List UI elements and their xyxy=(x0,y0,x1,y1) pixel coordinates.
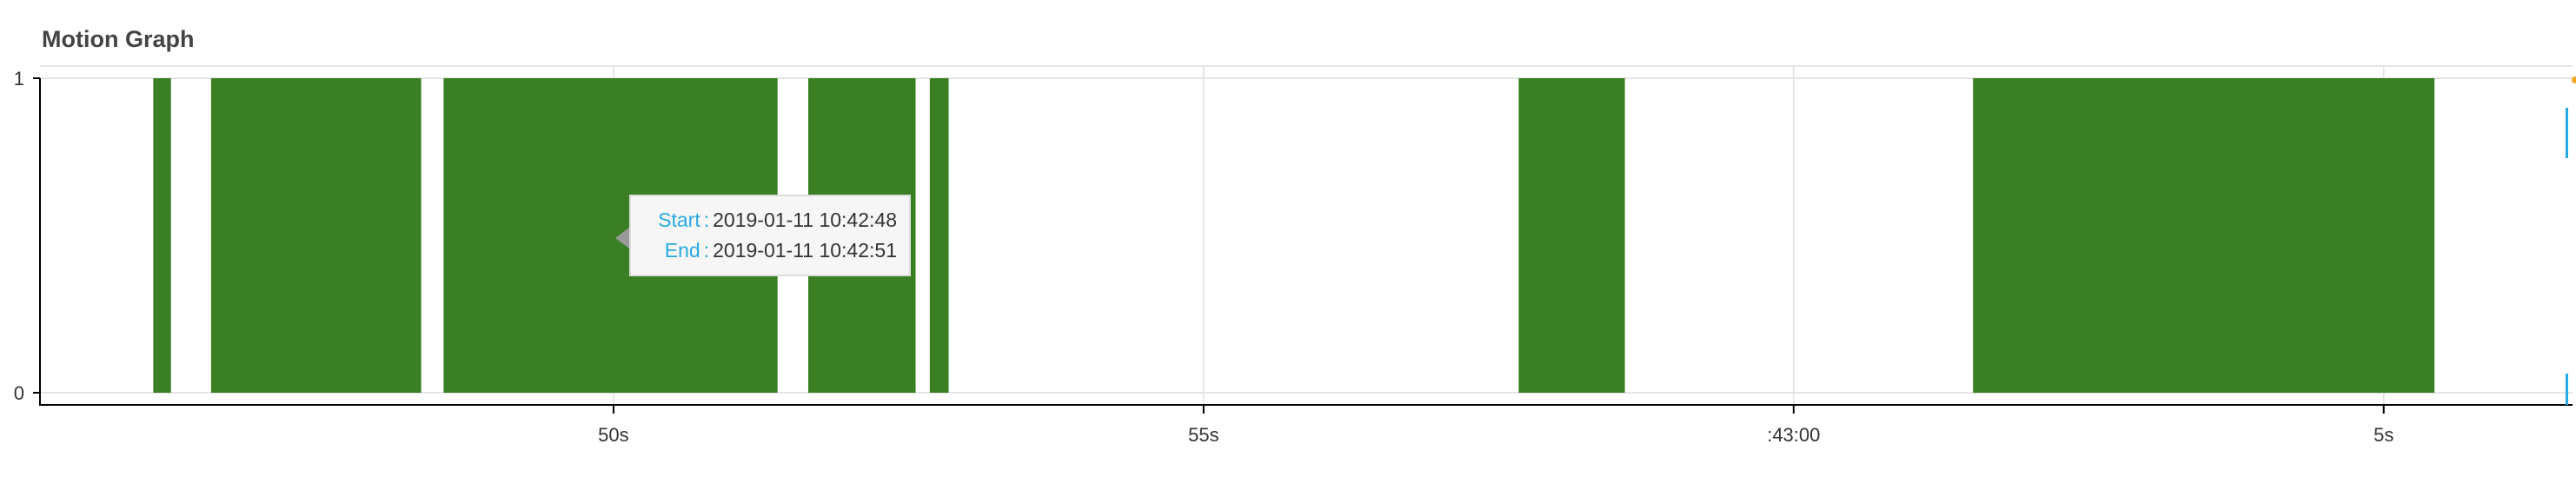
x-tick-label: :43:00 xyxy=(1767,424,1820,446)
y-tick-label: 1 xyxy=(14,68,24,89)
tooltip-row-end: End : 2019-01-11 10:42:51 xyxy=(643,235,897,266)
chart-axes xyxy=(39,78,2573,406)
tooltip-key: Start xyxy=(658,209,700,231)
motion-bar[interactable] xyxy=(1973,78,2435,393)
bar-tooltip: Start : 2019-01-11 10:42:48 End : 2019-0… xyxy=(615,195,911,276)
chart-title: Motion Graph xyxy=(42,26,195,52)
tooltip-value: 2019-01-11 10:42:48 xyxy=(713,209,897,231)
motion-bars[interactable] xyxy=(153,78,2435,393)
motion-bar[interactable] xyxy=(210,78,422,393)
tooltip-separator: : xyxy=(703,209,710,231)
tooltip-value: 2019-01-11 10:42:51 xyxy=(713,239,897,262)
y-tick-label: 0 xyxy=(14,382,24,404)
edge-markers[interactable] xyxy=(2566,76,2576,405)
x-tick-label: 50s xyxy=(598,424,628,446)
range-edge-marker-top[interactable] xyxy=(2566,108,2568,158)
range-edge-marker-bottom[interactable] xyxy=(2566,374,2568,405)
range-edge-handle[interactable] xyxy=(2572,76,2576,83)
axis-ticks: 0 1 50s 55s :43:00 5s xyxy=(14,68,2394,446)
tooltip-pointer xyxy=(615,228,629,248)
tooltip-row-start: Start : 2019-01-11 10:42:48 xyxy=(643,205,897,235)
x-tick-label: 5s xyxy=(2374,424,2393,446)
motion-bar[interactable] xyxy=(153,78,171,393)
tooltip-separator: : xyxy=(703,239,710,262)
x-tick-label: 55s xyxy=(1188,424,1218,446)
motion-bar[interactable] xyxy=(929,78,949,393)
motion-bar[interactable] xyxy=(1518,78,1625,393)
tooltip-key: End xyxy=(664,239,700,262)
